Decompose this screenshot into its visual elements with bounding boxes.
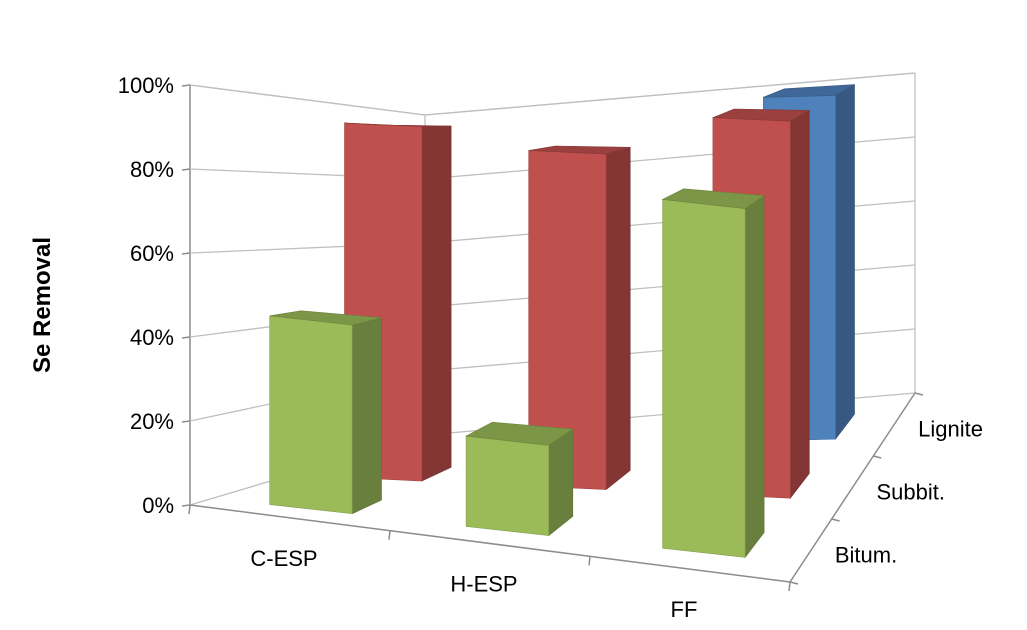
y-tick-label: 20% <box>130 409 174 434</box>
bar-side-face <box>789 109 810 500</box>
x-tick-label: FF <box>671 597 698 622</box>
depth-tick-mark <box>831 518 840 522</box>
bar-side-face <box>605 146 631 491</box>
bar-top-face <box>661 188 765 209</box>
y-tick-label: 60% <box>130 241 174 266</box>
depth-tick-mark <box>789 581 799 585</box>
bar-side-face <box>835 84 855 440</box>
bar-subbit-hesp <box>528 145 631 491</box>
bar-front-face <box>269 315 353 515</box>
bar-side-face <box>744 195 765 559</box>
y-tick-label: 100% <box>118 73 174 98</box>
y-tick-mark <box>181 420 191 423</box>
y-tick-label: 40% <box>130 325 174 350</box>
labels: 0% 20% 40% 60% 80% 100% C-ESP H-ESP FF Bitum. Subb… <box>118 73 983 622</box>
bar-top-face <box>465 421 574 446</box>
bars <box>269 84 855 559</box>
bar-top-face <box>763 84 855 98</box>
depth-tick-mark <box>914 392 924 396</box>
bar-top-face <box>269 310 382 326</box>
bar-side-face <box>421 125 452 482</box>
y-tick-mark <box>181 168 191 171</box>
y-tick-mark <box>181 504 191 507</box>
depth-tick-mark <box>873 455 882 459</box>
bar-front-face <box>465 435 550 536</box>
depth-axis-line <box>789 392 916 583</box>
depth-tick-label: Lignite <box>918 417 983 442</box>
bar-front-face <box>662 199 746 558</box>
bar-side-face <box>351 317 382 515</box>
x-tick-label: C-ESP <box>250 546 317 571</box>
y-tick-label: 0% <box>142 493 174 518</box>
y-tick-mark <box>181 252 191 255</box>
bar-bitum-hesp <box>465 421 574 537</box>
x-tick-mark <box>388 530 391 540</box>
x-tick-mark <box>188 504 191 515</box>
y-tick-mark <box>181 84 191 87</box>
bar-top-face <box>528 145 631 155</box>
bar-bitum-ff <box>661 188 765 559</box>
y-tick-label: 80% <box>130 157 174 182</box>
depth-tick-label: Subbit. <box>877 480 946 505</box>
x-tick-label: H-ESP <box>450 572 517 597</box>
bar-top-face <box>344 122 452 127</box>
bar-top-face <box>712 108 811 122</box>
y-tick-mark <box>181 336 191 339</box>
depth-tick-label: Bitum. <box>835 543 897 568</box>
x-axis-line <box>189 504 791 583</box>
bar-bitum-cesp <box>269 310 382 515</box>
x-tick-mark <box>588 556 591 566</box>
bar-side-face <box>548 428 574 537</box>
y-axis-title: Se Removal <box>29 237 56 373</box>
x-tick-mark <box>788 581 791 592</box>
gridline <box>189 72 916 116</box>
